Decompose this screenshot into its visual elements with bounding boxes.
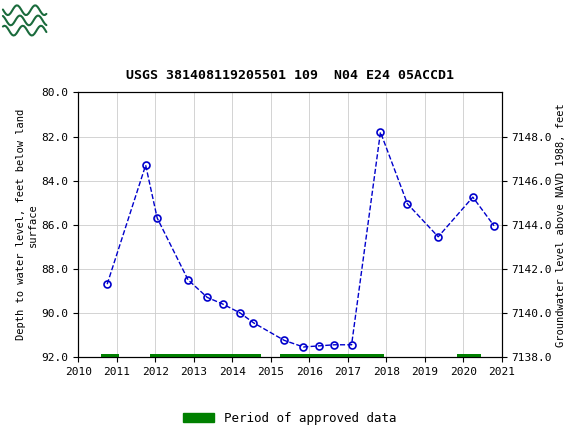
Text: USGS 381408119205501 109  N04 E24 05ACCD1: USGS 381408119205501 109 N04 E24 05ACCD1 — [126, 69, 454, 82]
Legend: Period of approved data: Period of approved data — [178, 407, 402, 430]
Y-axis label: Groundwater level above NAVD 1988, feet: Groundwater level above NAVD 1988, feet — [556, 103, 566, 347]
Text: USGS: USGS — [75, 12, 130, 29]
Y-axis label: Depth to water level, feet below land
surface: Depth to water level, feet below land su… — [16, 109, 38, 340]
